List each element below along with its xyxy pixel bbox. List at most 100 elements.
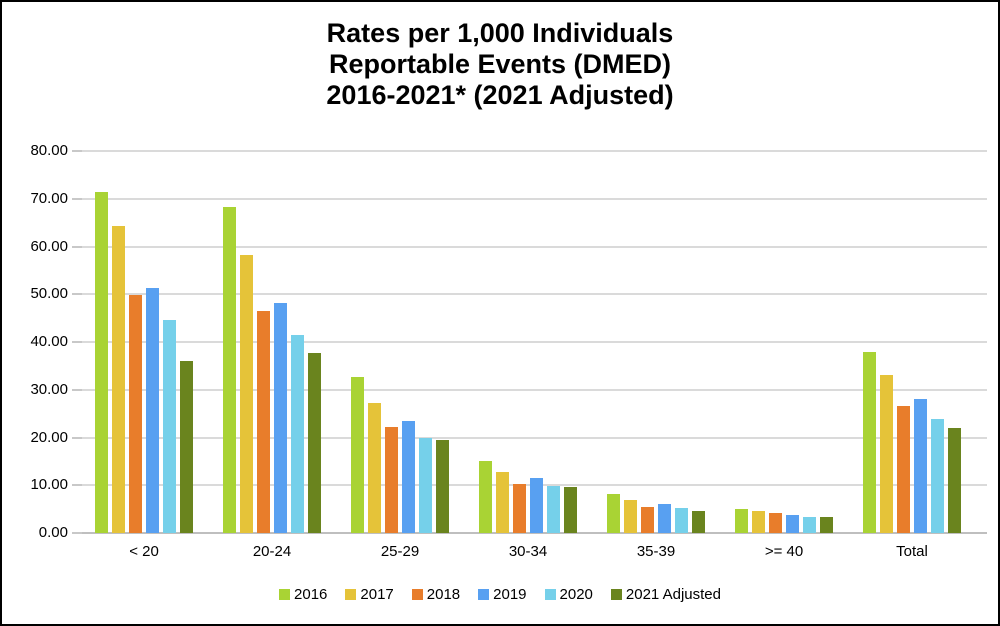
bar-group-total — [848, 151, 976, 533]
bar-2017-20-24 — [240, 255, 253, 533]
bar-group-20-24 — [208, 151, 336, 533]
bar-2021-adjusted-total — [948, 428, 961, 533]
plot-area — [80, 150, 987, 534]
bar-2016-35-39 — [607, 494, 620, 533]
bar-2020-35-39 — [675, 508, 688, 533]
y-axis-tick-label: 70.00 — [30, 189, 68, 207]
gridline — [82, 293, 987, 296]
x-axis-label-20: < 20 — [129, 543, 159, 560]
bar-group-40 — [720, 151, 848, 533]
bar-group-35-39 — [592, 151, 720, 533]
y-axis-tick-label: 20.00 — [30, 428, 68, 446]
legend-swatch-2018 — [411, 589, 423, 600]
bar-2018-25-29 — [385, 426, 398, 533]
x-axis-label-40: >= 40 — [764, 543, 804, 560]
bar-2017-25-29 — [368, 402, 381, 533]
legend: 2016 2017 2018 2019 2020 2021 Adjusted — [2, 586, 998, 603]
y-axis-tick-label: 10.00 — [30, 476, 68, 494]
bar-2016-20-24 — [223, 207, 236, 533]
legend-label: 2020 — [559, 586, 593, 603]
bar-2019-30-34 — [530, 478, 543, 533]
chart-title: Rates per 1,000 Individuals Reportable E… — [2, 18, 998, 111]
bar-2021-adjusted-20 — [180, 360, 193, 533]
bar-2017-35-39 — [624, 499, 637, 533]
bar-2016-20 — [95, 191, 108, 533]
y-axis-tick-label: 30.00 — [30, 380, 68, 398]
bar-2020-30-34 — [547, 485, 560, 533]
bar-group-25-29 — [336, 151, 464, 533]
gridline — [82, 388, 987, 391]
bar-group-30-34 — [464, 151, 592, 533]
x-axis-baseline — [82, 532, 987, 534]
bar-2021-adjusted-30-34 — [564, 486, 577, 533]
legend-swatch-2016 — [279, 589, 291, 600]
bar-2020-40 — [803, 517, 816, 533]
bar-2016-total — [863, 352, 876, 533]
legend-label: 2018 — [426, 586, 461, 603]
bar-group-20 — [80, 151, 208, 533]
bar-2020-total — [931, 419, 944, 533]
gridline — [82, 150, 987, 152]
y-axis-tick-label: 60.00 — [30, 237, 68, 255]
x-axis-label-35-39: 35-39 — [636, 543, 676, 560]
x-axis-label-total: Total — [896, 543, 928, 560]
bar-2018-35-39 — [641, 506, 654, 533]
bar-2018-40 — [769, 513, 782, 533]
bar-2021-adjusted-35-39 — [692, 510, 705, 533]
bar-2020-20-24 — [291, 335, 304, 533]
legend-item-2019: 2019 — [478, 586, 527, 603]
bar-2019-20 — [146, 288, 159, 533]
bar-2021-adjusted-40 — [820, 516, 833, 533]
gridline — [82, 245, 987, 248]
legend-item-2017: 2017 — [345, 586, 394, 603]
chart-title-line-3: 2016-2021* (2021 Adjusted) — [326, 80, 674, 110]
legend-label: 2016 — [294, 586, 328, 603]
legend-swatch-2021-adjusted — [610, 589, 622, 600]
chart-title-line-1: Rates per 1,000 Individuals — [326, 18, 674, 48]
bar-2016-30-34 — [479, 460, 492, 533]
bar-groups — [80, 151, 976, 533]
chart-title-line-2: Reportable Events (DMED) — [328, 49, 672, 79]
bar-2017-total — [880, 374, 893, 533]
y-axis-tick-label: 80.00 — [30, 142, 68, 159]
y-axis-tick-label: 0.00 — [38, 524, 68, 541]
y-axis-tick-label: 50.00 — [30, 285, 68, 303]
bar-2016-25-29 — [351, 377, 364, 533]
legend-label: 2017 — [360, 586, 394, 603]
bar-2020-20 — [163, 320, 176, 533]
legend-label: 2021 Adjusted — [625, 586, 721, 603]
bar-2017-40 — [752, 510, 765, 533]
bar-2018-30-34 — [513, 484, 526, 533]
x-axis-label-20-24: 20-24 — [252, 543, 292, 560]
bar-2016-40 — [735, 509, 748, 533]
x-axis-label-30-34: 30-34 — [508, 543, 548, 560]
bar-2019-25-29 — [402, 421, 415, 533]
x-axis-labels: < 20 20-24 25-29 30-34 35-39 >= 40 Total — [80, 543, 976, 561]
bar-2019-40 — [786, 515, 799, 533]
legend-item-2016: 2016 — [279, 586, 327, 603]
bar-2021-adjusted-25-29 — [436, 439, 449, 533]
bar-2018-total — [897, 405, 910, 533]
legend-item-2018: 2018 — [411, 586, 461, 603]
legend-label: 2019 — [493, 586, 527, 603]
legend-item-2020: 2020 — [544, 586, 593, 603]
bar-2019-20-24 — [274, 303, 287, 533]
bar-2020-25-29 — [419, 437, 432, 533]
bar-2017-20 — [112, 225, 125, 533]
legend-item-2021-adjusted: 2021 Adjusted — [610, 586, 721, 603]
bar-2018-20-24 — [257, 310, 270, 533]
legend-swatch-2019 — [478, 589, 490, 600]
gridline — [82, 341, 987, 343]
bar-2018-20 — [129, 295, 142, 533]
y-axis-tick-label: 40.00 — [30, 333, 68, 350]
bar-2019-total — [914, 399, 927, 533]
x-axis-label-25-29: 25-29 — [380, 543, 420, 560]
bar-2017-30-34 — [496, 471, 509, 533]
bar-2021-adjusted-20-24 — [308, 352, 321, 533]
legend-swatch-2017 — [345, 589, 357, 600]
gridline — [82, 436, 987, 439]
legend-swatch-2020 — [544, 589, 556, 600]
bar-2019-35-39 — [658, 504, 671, 533]
gridline — [82, 197, 987, 200]
